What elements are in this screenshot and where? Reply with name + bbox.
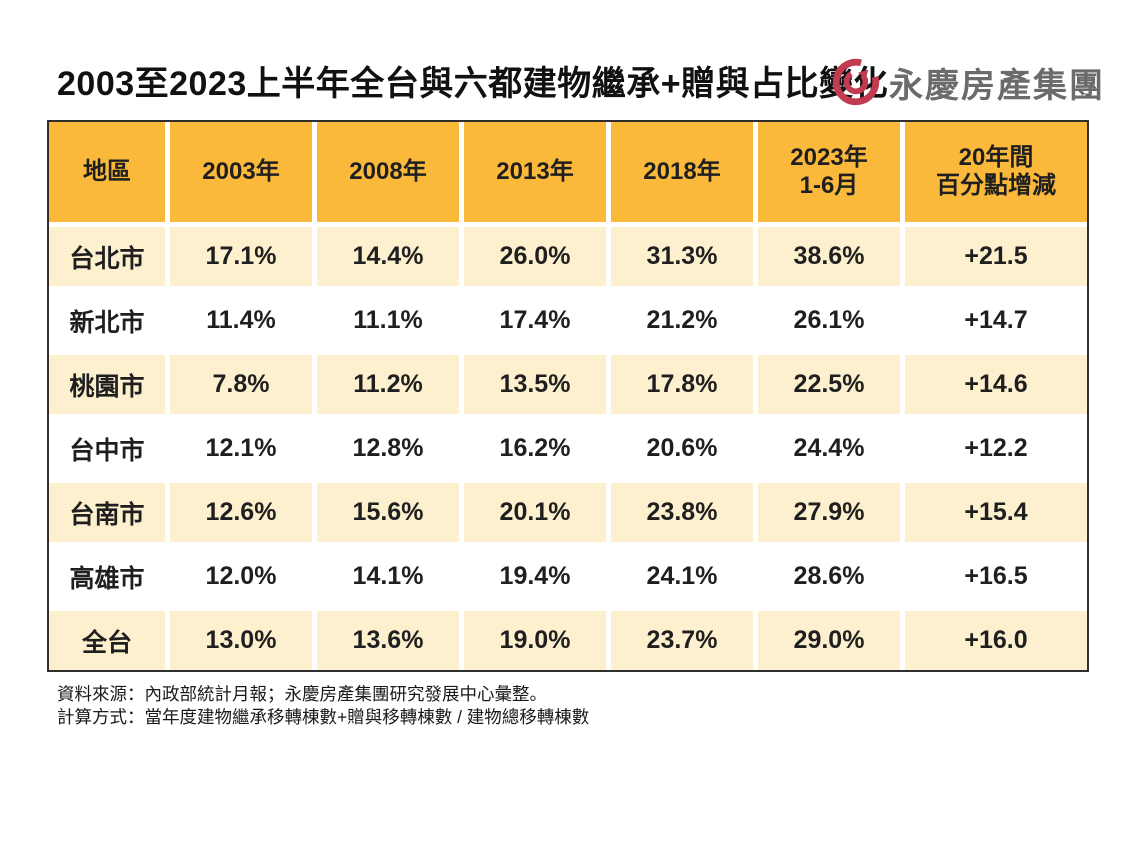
value-cell: +15.4 bbox=[905, 483, 1087, 542]
value-cell: 15.6% bbox=[317, 483, 459, 542]
value-cell: 13.6% bbox=[317, 611, 459, 670]
value-cell: 21.2% bbox=[611, 291, 753, 350]
page-title: 2003至2023上半年全台與六都建物繼承+贈與占比變化 bbox=[57, 65, 889, 103]
column-header-2018: 2018年 bbox=[611, 122, 753, 222]
column-header-20yr-change: 20年間 百分點增減 bbox=[905, 122, 1087, 222]
value-cell: 23.8% bbox=[611, 483, 753, 542]
value-cell: 28.6% bbox=[758, 547, 900, 606]
value-cell: 12.8% bbox=[317, 419, 459, 478]
value-cell: 31.3% bbox=[611, 227, 753, 286]
value-cell: 24.1% bbox=[611, 547, 753, 606]
region-cell: 全台 bbox=[49, 611, 165, 670]
region-cell: 台中市 bbox=[49, 419, 165, 478]
value-cell: 27.9% bbox=[758, 483, 900, 542]
table-grid: 地區 2003年 2008年 2013年 2018年 2023年 1-6月 20… bbox=[49, 122, 1087, 670]
value-cell: +21.5 bbox=[905, 227, 1087, 286]
value-cell: +14.7 bbox=[905, 291, 1087, 350]
value-cell: 20.6% bbox=[611, 419, 753, 478]
value-cell: 29.0% bbox=[758, 611, 900, 670]
yungching-spiral-arrow-icon bbox=[830, 56, 882, 108]
value-cell: +16.5 bbox=[905, 547, 1087, 606]
value-cell: +12.2 bbox=[905, 419, 1087, 478]
data-table: 地區 2003年 2008年 2013年 2018年 2023年 1-6月 20… bbox=[47, 120, 1089, 672]
brand-logo: 永慶房產集團 bbox=[830, 56, 1105, 108]
value-cell: 12.6% bbox=[170, 483, 312, 542]
column-header-region: 地區 bbox=[49, 122, 165, 222]
region-cell: 新北市 bbox=[49, 291, 165, 350]
region-cell: 桃園市 bbox=[49, 355, 165, 414]
value-cell: +14.6 bbox=[905, 355, 1087, 414]
value-cell: 24.4% bbox=[758, 419, 900, 478]
value-cell: 22.5% bbox=[758, 355, 900, 414]
column-header-2008: 2008年 bbox=[317, 122, 459, 222]
value-cell: 19.4% bbox=[464, 547, 606, 606]
value-cell: 14.1% bbox=[317, 547, 459, 606]
column-header-2023h1: 2023年 1-6月 bbox=[758, 122, 900, 222]
value-cell: 13.5% bbox=[464, 355, 606, 414]
column-header-2003: 2003年 bbox=[170, 122, 312, 222]
brand-name: 永慶房產集團 bbox=[889, 66, 1105, 105]
value-cell: 26.1% bbox=[758, 291, 900, 350]
value-cell: 13.0% bbox=[170, 611, 312, 670]
value-cell: 38.6% bbox=[758, 227, 900, 286]
value-cell: 16.2% bbox=[464, 419, 606, 478]
method-note: 計算方式：當年度建物繼承移轉棟數+贈與移轉棟數 / 建物總移轉棟數 bbox=[57, 707, 590, 728]
value-cell: 11.2% bbox=[317, 355, 459, 414]
column-header-2013: 2013年 bbox=[464, 122, 606, 222]
value-cell: 17.1% bbox=[170, 227, 312, 286]
region-cell: 高雄市 bbox=[49, 547, 165, 606]
value-cell: 17.8% bbox=[611, 355, 753, 414]
value-cell: 12.1% bbox=[170, 419, 312, 478]
value-cell: 14.4% bbox=[317, 227, 459, 286]
value-cell: 26.0% bbox=[464, 227, 606, 286]
value-cell: 19.0% bbox=[464, 611, 606, 670]
source-note: 資料來源：內政部統計月報；永慶房產集團研究發展中心彙整。 bbox=[57, 684, 547, 704]
value-cell: 17.4% bbox=[464, 291, 606, 350]
value-cell: 11.1% bbox=[317, 291, 459, 350]
value-cell: 11.4% bbox=[170, 291, 312, 350]
value-cell: 7.8% bbox=[170, 355, 312, 414]
region-cell: 台北市 bbox=[49, 227, 165, 286]
value-cell: +16.0 bbox=[905, 611, 1087, 670]
value-cell: 20.1% bbox=[464, 483, 606, 542]
region-cell: 台南市 bbox=[49, 483, 165, 542]
value-cell: 12.0% bbox=[170, 547, 312, 606]
footnotes: 資料來源：內政部統計月報；永慶房產集團研究發展中心彙整。 計算方式：當年度建物繼… bbox=[57, 683, 589, 729]
value-cell: 23.7% bbox=[611, 611, 753, 670]
